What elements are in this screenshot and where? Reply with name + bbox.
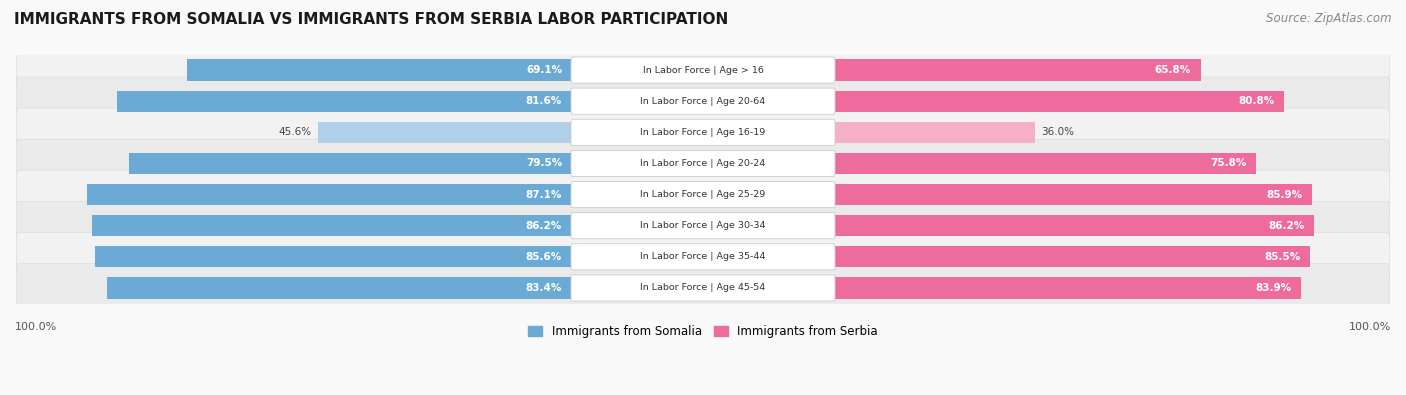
- Bar: [96, 246, 572, 267]
- FancyBboxPatch shape: [17, 233, 1389, 281]
- Text: In Labor Force | Age 45-54: In Labor Force | Age 45-54: [640, 284, 766, 292]
- Text: 85.6%: 85.6%: [526, 252, 562, 262]
- Bar: [129, 153, 572, 174]
- FancyBboxPatch shape: [17, 77, 1389, 126]
- Bar: [834, 246, 1310, 267]
- Text: 75.8%: 75.8%: [1211, 158, 1246, 168]
- FancyBboxPatch shape: [571, 244, 835, 270]
- Text: 45.6%: 45.6%: [278, 127, 312, 137]
- FancyBboxPatch shape: [17, 108, 1389, 156]
- Text: 80.8%: 80.8%: [1239, 96, 1274, 106]
- Bar: [87, 184, 572, 205]
- Bar: [107, 277, 572, 299]
- Legend: Immigrants from Somalia, Immigrants from Serbia: Immigrants from Somalia, Immigrants from…: [523, 320, 883, 342]
- Text: IMMIGRANTS FROM SOMALIA VS IMMIGRANTS FROM SERBIA LABOR PARTICIPATION: IMMIGRANTS FROM SOMALIA VS IMMIGRANTS FR…: [14, 12, 728, 27]
- Bar: [187, 60, 572, 81]
- Text: 85.9%: 85.9%: [1267, 190, 1302, 199]
- Bar: [834, 90, 1284, 112]
- Bar: [834, 184, 1312, 205]
- Text: 85.5%: 85.5%: [1264, 252, 1301, 262]
- Text: 36.0%: 36.0%: [1040, 127, 1074, 137]
- Text: 83.4%: 83.4%: [526, 283, 562, 293]
- FancyBboxPatch shape: [571, 88, 835, 114]
- FancyBboxPatch shape: [571, 275, 835, 301]
- Text: 86.2%: 86.2%: [1268, 221, 1305, 231]
- Text: In Labor Force | Age 30-34: In Labor Force | Age 30-34: [640, 221, 766, 230]
- FancyBboxPatch shape: [17, 201, 1389, 250]
- Bar: [834, 277, 1302, 299]
- Text: Source: ZipAtlas.com: Source: ZipAtlas.com: [1267, 12, 1392, 25]
- Bar: [834, 122, 1035, 143]
- Text: In Labor Force | Age 25-29: In Labor Force | Age 25-29: [640, 190, 766, 199]
- Text: In Labor Force | Age 20-64: In Labor Force | Age 20-64: [640, 97, 766, 106]
- Bar: [834, 215, 1315, 236]
- Bar: [118, 90, 572, 112]
- Text: In Labor Force | Age 16-19: In Labor Force | Age 16-19: [640, 128, 766, 137]
- Text: In Labor Force | Age 35-44: In Labor Force | Age 35-44: [640, 252, 766, 261]
- Text: 100.0%: 100.0%: [1348, 322, 1391, 332]
- FancyBboxPatch shape: [571, 57, 835, 83]
- Bar: [91, 215, 572, 236]
- FancyBboxPatch shape: [571, 150, 835, 177]
- Bar: [834, 153, 1256, 174]
- Text: In Labor Force | Age > 16: In Labor Force | Age > 16: [643, 66, 763, 75]
- FancyBboxPatch shape: [17, 264, 1389, 312]
- FancyBboxPatch shape: [17, 46, 1389, 94]
- FancyBboxPatch shape: [571, 119, 835, 145]
- FancyBboxPatch shape: [571, 213, 835, 239]
- Text: 86.2%: 86.2%: [526, 221, 562, 231]
- Bar: [318, 122, 572, 143]
- Bar: [834, 60, 1201, 81]
- FancyBboxPatch shape: [571, 181, 835, 208]
- Text: 65.8%: 65.8%: [1154, 65, 1191, 75]
- Text: 87.1%: 87.1%: [526, 190, 562, 199]
- Text: 100.0%: 100.0%: [15, 322, 58, 332]
- Text: 83.9%: 83.9%: [1256, 283, 1292, 293]
- Text: 69.1%: 69.1%: [526, 65, 562, 75]
- Text: 79.5%: 79.5%: [526, 158, 562, 168]
- Text: In Labor Force | Age 20-24: In Labor Force | Age 20-24: [640, 159, 766, 168]
- Text: 81.6%: 81.6%: [526, 96, 562, 106]
- FancyBboxPatch shape: [17, 139, 1389, 188]
- FancyBboxPatch shape: [17, 170, 1389, 219]
